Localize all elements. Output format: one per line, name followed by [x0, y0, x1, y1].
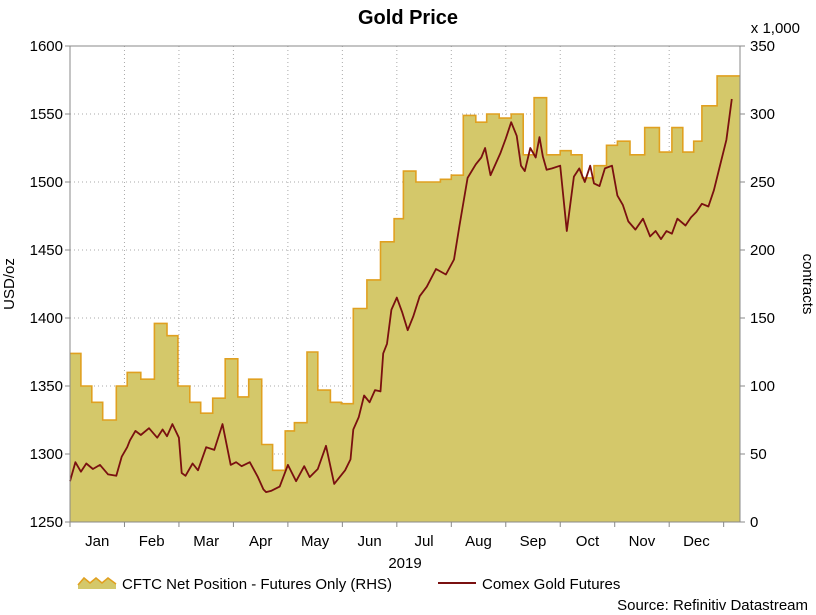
- x-tick-label: Sep: [520, 533, 547, 550]
- x-tick-label: May: [301, 533, 330, 550]
- right-axis-label: contracts: [799, 254, 816, 315]
- right-tick-label: 200: [750, 242, 775, 259]
- comex-gold-futures-line: [69, 98, 733, 494]
- x-axis-label: 2019: [388, 555, 421, 572]
- chart-title: Gold Price: [358, 7, 458, 29]
- right-tick-label: 150: [750, 310, 775, 327]
- right-tick-label: 0: [750, 514, 758, 531]
- legend-label-cftc: CFTC Net Position - Futures Only (RHS): [122, 576, 392, 593]
- x-tick-label: Jan: [85, 533, 109, 550]
- x-axis-ticks: Jan Feb Mar Apr May Jun Jul Aug Sep Oct Nov Dec: [69, 522, 725, 550]
- source-note: Source: Refinitiv Datastream: [617, 597, 808, 614]
- left-axis-label: USD/oz: [1, 258, 18, 310]
- x-tick-label: Nov: [629, 533, 656, 550]
- cftc-net-position-edge: [70, 75, 740, 472]
- legend-area-swatch: [77, 576, 117, 589]
- left-tick-label: 1550: [30, 106, 63, 123]
- legend-label-comex: Comex Gold Futures: [482, 576, 620, 593]
- comex-series-group: [69, 98, 733, 494]
- plot-frame: [69, 45, 741, 523]
- left-tick-label: 1300: [30, 446, 63, 463]
- left-tick-label: 1250: [30, 514, 63, 531]
- left-tick-label: 1450: [30, 242, 63, 259]
- legend: CFTC Net Position - Futures Only (RHS) C…: [77, 576, 620, 593]
- right-tick-label: 100: [750, 378, 775, 395]
- left-tick-label: 1600: [30, 38, 63, 55]
- x-tick-label: Jun: [357, 533, 381, 550]
- x-tick-label: Mar: [193, 533, 219, 550]
- left-axis-ticks: 1250 1300 1350 1400 1450 1500 1550 1600: [30, 38, 70, 531]
- left-tick-label: 1400: [30, 310, 63, 327]
- left-tick-label: 1350: [30, 378, 63, 395]
- right-tick-label: 300: [750, 106, 775, 123]
- x-tick-label: Dec: [683, 533, 710, 550]
- right-tick-label: 350: [750, 38, 775, 55]
- right-tick-label: 250: [750, 174, 775, 191]
- x-tick-label: Oct: [576, 533, 600, 550]
- right-tick-label: 50: [750, 446, 767, 463]
- x-tick-label: Apr: [249, 533, 272, 550]
- x-tick-label: Feb: [139, 533, 165, 550]
- left-tick-label: 1500: [30, 174, 63, 191]
- right-axis-ticks: 0 50 100 150 200 250 300 350: [740, 38, 775, 531]
- right-axis-multiplier: x 1,000: [751, 20, 800, 37]
- x-tick-label: Aug: [465, 533, 492, 550]
- x-tick-label: Jul: [414, 533, 433, 550]
